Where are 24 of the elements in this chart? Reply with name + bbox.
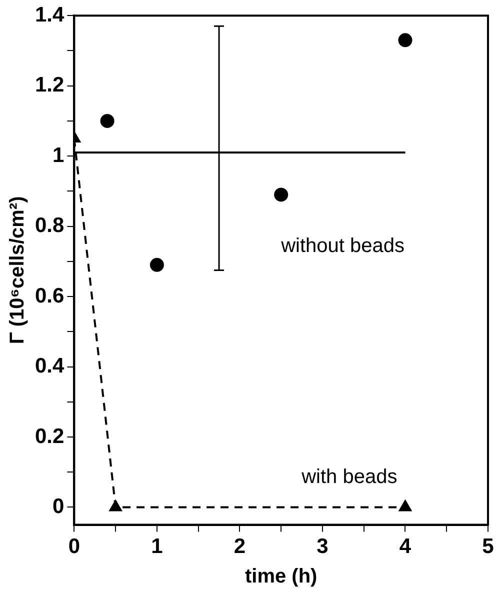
point [399,500,412,512]
y-axis-title: Γ (10⁶cells/cm²) [6,196,29,344]
y-tick-label: 0.2 [34,424,64,448]
x-tick-label: 5 [482,535,494,558]
series-label: without beads [280,235,405,258]
point [274,188,288,202]
point [100,114,114,128]
series-label: with beads [300,466,398,488]
y-tick-label: 0 [52,495,64,518]
y-tick-label: 0.6 [34,284,64,308]
x-axis-title: time (h) [244,566,318,588]
y-tick-label: 1.2 [34,74,64,97]
x-tick-label: 2 [234,535,246,558]
x-tick-label: 3 [316,535,328,558]
point [150,258,164,272]
y-tick-label: 1.4 [34,3,65,26]
x-tick-label: 4 [399,535,412,558]
y-tick-label: 0.4 [34,354,65,378]
point [398,33,412,48]
y-tick-label: 1 [52,144,65,167]
point [109,500,122,512]
y-tick-label: 0.8 [34,214,65,238]
x-tick-label: 1 [151,535,164,558]
x-tick-label: 0 [68,535,80,558]
